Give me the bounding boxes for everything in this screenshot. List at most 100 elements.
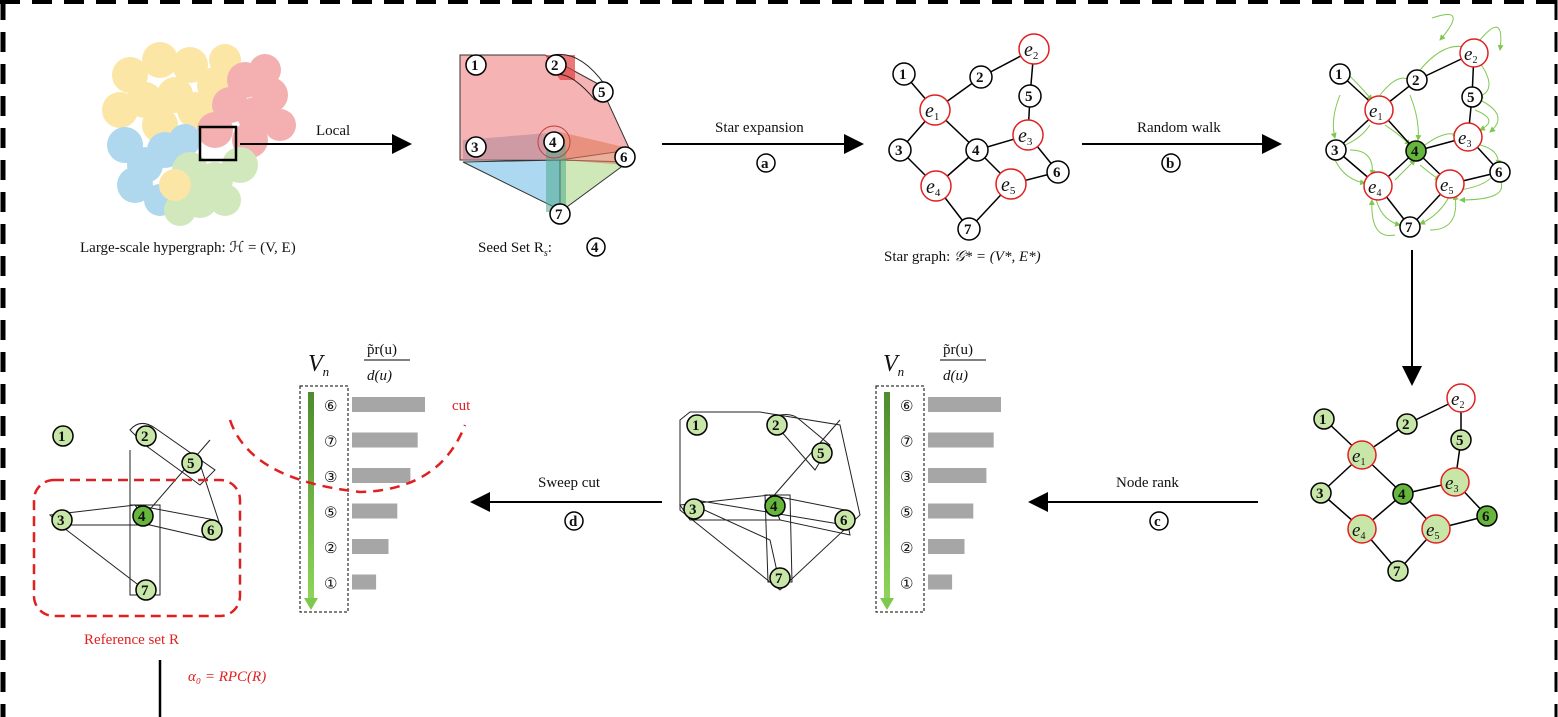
svg-text:1: 1 <box>899 67 907 83</box>
step-d-badge <box>564 511 584 531</box>
svg-text:1: 1 <box>471 58 479 74</box>
seed-caption: Seed Set Rs: <box>478 240 552 259</box>
svg-text:1: 1 <box>58 429 66 445</box>
star-graph-caption: Star graph: 𝒢* = (V*, E*) <box>884 249 1041 265</box>
seed-hypergraph <box>459 53 631 213</box>
svg-text:2: 2 <box>1402 417 1410 433</box>
svg-text:3: 3 <box>57 513 65 529</box>
vn-sub-right: n <box>898 364 905 379</box>
svg-text:7: 7 <box>555 207 563 223</box>
score-den-right: d(u) <box>943 368 968 384</box>
right-rank-label: ⑥ <box>900 397 913 415</box>
svg-text:2: 2 <box>976 70 984 86</box>
step-d-label: d <box>569 514 578 530</box>
star-caption-prefix: Star graph: <box>884 249 954 265</box>
step-b-badge <box>1161 153 1181 173</box>
svg-text:4: 4 <box>549 135 557 151</box>
random-walk-label: Random walk <box>1137 120 1221 136</box>
svg-text:5: 5 <box>1467 90 1475 106</box>
step-a-badge <box>756 153 776 173</box>
svg-text:3: 3 <box>689 502 697 518</box>
sweep-cut-label: Sweep cut <box>538 475 601 491</box>
left-rank-label: ① <box>324 575 337 593</box>
left-rank-label: ⑤ <box>324 504 337 522</box>
svg-text:4: 4 <box>138 509 146 525</box>
right-rank-label: ⑤ <box>900 504 913 522</box>
node-rank-label: Node rank <box>1116 475 1179 491</box>
left-rank-label: ⑦ <box>324 433 337 451</box>
left-rank-bar <box>352 574 377 590</box>
svg-text:5: 5 <box>598 85 606 101</box>
svg-text:6: 6 <box>207 523 215 539</box>
seed-node-badge <box>586 237 606 257</box>
right-rank-bar <box>928 397 1001 412</box>
right-rank-label: ② <box>900 539 913 557</box>
seed-caption-text: Seed Set R <box>478 240 544 256</box>
score-num-left: p̃r(u) <box>367 342 397 358</box>
svg-text:6: 6 <box>1053 165 1061 181</box>
star-graph-nodes: 1 2 5 3 4 6 7 e1 e2 e3 e4 e5 <box>888 33 1070 241</box>
hypergraph-blob <box>102 42 296 226</box>
left-rank-bar <box>352 432 418 448</box>
sweep-hypergraph: 1 2 5 3 4 6 7 <box>679 411 861 591</box>
svg-text:4: 4 <box>1411 144 1419 160</box>
svg-text:6: 6 <box>1495 165 1503 181</box>
reference-caption: Reference set R <box>84 632 179 648</box>
score-den-left: d(u) <box>367 368 392 384</box>
ranking-panel-left: Vn p̃r(u) d(u) ⑥ ⑦ ③ ⑤ ② ① cut <box>228 342 471 613</box>
svg-text:5: 5 <box>187 456 195 472</box>
svg-text:2: 2 <box>1412 73 1420 89</box>
ranking-right-vn: Vn <box>883 351 904 379</box>
random-walk-graph: 1 2 5 3 4 6 7 e1 e2 e3 e4 e5 <box>1325 14 1511 238</box>
svg-text:3: 3 <box>1331 143 1339 159</box>
right-rank-label: ③ <box>900 468 913 486</box>
seed-node-label: 4 <box>591 240 599 256</box>
right-rank-bar <box>928 574 953 590</box>
svg-text:6: 6 <box>840 513 848 529</box>
svg-text:7: 7 <box>1393 564 1401 580</box>
seed-caption-suffix: : <box>548 240 552 256</box>
left-rank-label: ③ <box>324 468 337 486</box>
svg-text:2: 2 <box>141 429 149 445</box>
alpha-label: α₀ = RPC(R) <box>188 669 266 685</box>
step-c-label: c <box>1154 514 1161 530</box>
score-num-right: p̃r(u) <box>943 342 973 358</box>
left-rank-bar <box>352 468 411 483</box>
step-a-label: a <box>761 156 769 172</box>
reference-set-box <box>32 478 242 618</box>
left-rank-bar <box>352 503 398 519</box>
svg-text:2: 2 <box>551 58 559 74</box>
star-expansion-label: Star expansion <box>715 120 804 136</box>
svg-text:1: 1 <box>1335 67 1343 83</box>
svg-text:1: 1 <box>1319 412 1327 428</box>
svg-text:3: 3 <box>1316 486 1324 502</box>
right-rank-label: ⑦ <box>900 433 913 451</box>
svg-text:4: 4 <box>1398 487 1406 503</box>
hypergraph-caption: Large-scale hypergraph: ℋ = (V, E) <box>80 240 296 256</box>
svg-text:3: 3 <box>471 140 479 156</box>
step-c-badge <box>1149 511 1169 531</box>
local-focus-box <box>198 125 238 162</box>
cut-label: cut <box>452 398 471 414</box>
ranking-left-vn: Vn <box>308 351 329 379</box>
ranking-panel-right: Vn p̃r(u) d(u) ⑥ ⑦ ③ ⑤ ② ① <box>875 342 1001 613</box>
svg-text:6: 6 <box>1482 509 1490 525</box>
vn-main-left: V <box>308 351 325 377</box>
vn-main-right: V <box>883 351 900 377</box>
seed-nodes: 1 2 5 3 4 6 7 <box>465 54 636 225</box>
right-rank-bar <box>928 503 974 519</box>
reference-hypergraph: 1 2 5 3 4 6 7 <box>32 423 242 618</box>
left-rank-bar <box>352 539 389 554</box>
svg-text:4: 4 <box>770 499 778 515</box>
svg-text:7: 7 <box>141 583 149 599</box>
svg-text:7: 7 <box>964 222 972 238</box>
right-rank-label: ① <box>900 575 913 593</box>
svg-text:5: 5 <box>1456 433 1464 449</box>
step-b-label: b <box>1166 156 1174 172</box>
svg-text:5: 5 <box>1025 89 1033 105</box>
svg-text:7: 7 <box>775 571 783 587</box>
svg-text:3: 3 <box>895 143 903 159</box>
svg-text:6: 6 <box>620 150 628 166</box>
